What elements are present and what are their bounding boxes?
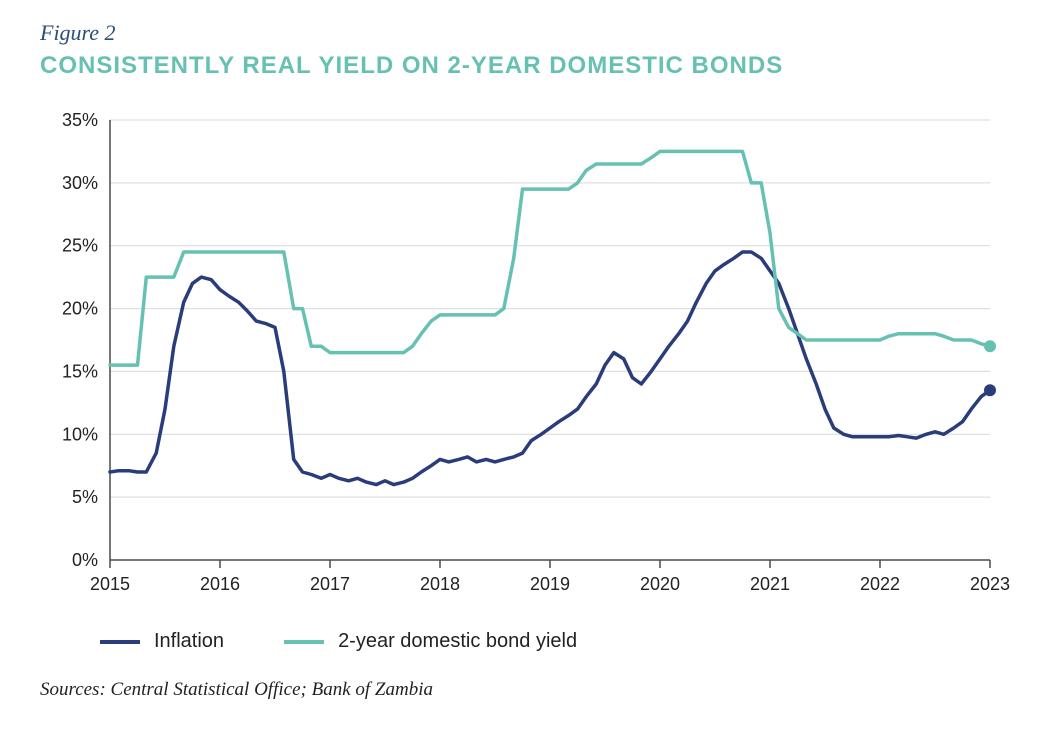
figure-container: Figure 2 CONSISTENTLY REAL YIELD ON 2-YE… (0, 0, 1063, 756)
legend: Inflation 2-year domestic bond yield (100, 630, 1023, 653)
svg-text:2016: 2016 (200, 574, 240, 594)
svg-text:2017: 2017 (310, 574, 350, 594)
svg-text:2023: 2023 (970, 574, 1010, 594)
svg-text:30%: 30% (62, 173, 98, 193)
source-line: Sources: Central Statistical Office; Ban… (40, 679, 1023, 701)
svg-text:25%: 25% (62, 236, 98, 256)
figure-label: Figure 2 (40, 20, 1023, 46)
svg-text:0%: 0% (72, 550, 98, 570)
legend-item-bond-yield: 2-year domestic bond yield (284, 630, 577, 653)
svg-text:2021: 2021 (750, 574, 790, 594)
line-chart: 0% 5% 10% 15% 20% 25% 30% 35% 2015 2016 2017 2018 20… (40, 100, 1020, 600)
legend-label: 2-year domestic bond yield (338, 630, 577, 653)
svg-text:15%: 15% (62, 361, 98, 381)
svg-text:2015: 2015 (90, 574, 130, 594)
legend-swatch (100, 640, 140, 644)
figure-title: CONSISTENTLY REAL YIELD ON 2-YEAR DOMEST… (40, 52, 1023, 80)
svg-text:2022: 2022 (860, 574, 900, 594)
svg-text:2019: 2019 (530, 574, 570, 594)
svg-text:5%: 5% (72, 487, 98, 507)
svg-text:2020: 2020 (640, 574, 680, 594)
svg-text:2018: 2018 (420, 574, 460, 594)
svg-text:20%: 20% (62, 299, 98, 319)
legend-item-inflation: Inflation (100, 630, 224, 653)
legend-label: Inflation (154, 630, 224, 653)
svg-text:10%: 10% (62, 424, 98, 444)
svg-text:35%: 35% (62, 110, 98, 130)
chart-svg: 0% 5% 10% 15% 20% 25% 30% 35% 2015 2016 2017 2018 20… (40, 100, 1020, 600)
legend-swatch (284, 640, 324, 644)
